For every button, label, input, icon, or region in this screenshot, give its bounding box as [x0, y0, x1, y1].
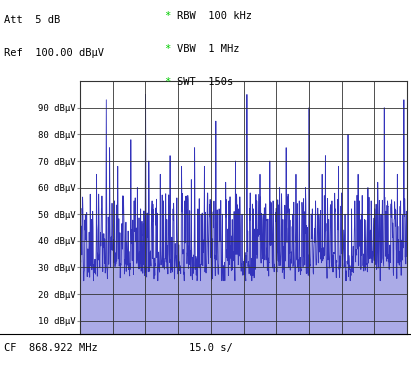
Text: 15.0 s/: 15.0 s/: [189, 343, 233, 353]
Text: CF  868.922 MHz: CF 868.922 MHz: [4, 343, 98, 353]
Text: *: *: [164, 11, 171, 21]
Text: *: *: [164, 44, 171, 54]
Text: Ref  100.00 dBμV: Ref 100.00 dBμV: [4, 48, 104, 58]
Text: VBW  1 MHz: VBW 1 MHz: [177, 44, 239, 54]
Text: RBW  100 kHz: RBW 100 kHz: [177, 11, 252, 21]
Text: Att  5 dB: Att 5 dB: [4, 15, 60, 25]
Text: *: *: [164, 77, 171, 87]
Text: SWT  150s: SWT 150s: [177, 77, 233, 87]
